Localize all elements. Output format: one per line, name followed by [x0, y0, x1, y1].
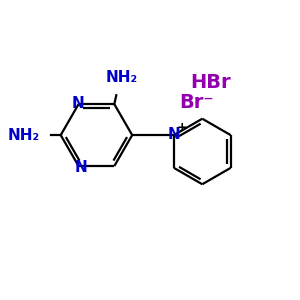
Text: NH₂: NH₂ [105, 70, 137, 85]
Text: HBr: HBr [190, 73, 231, 92]
Text: N: N [74, 160, 87, 175]
Text: N: N [167, 127, 180, 142]
Text: Br⁻: Br⁻ [179, 93, 214, 112]
Text: +: + [176, 121, 187, 134]
Text: N: N [71, 96, 84, 111]
Text: NH₂: NH₂ [8, 128, 40, 142]
